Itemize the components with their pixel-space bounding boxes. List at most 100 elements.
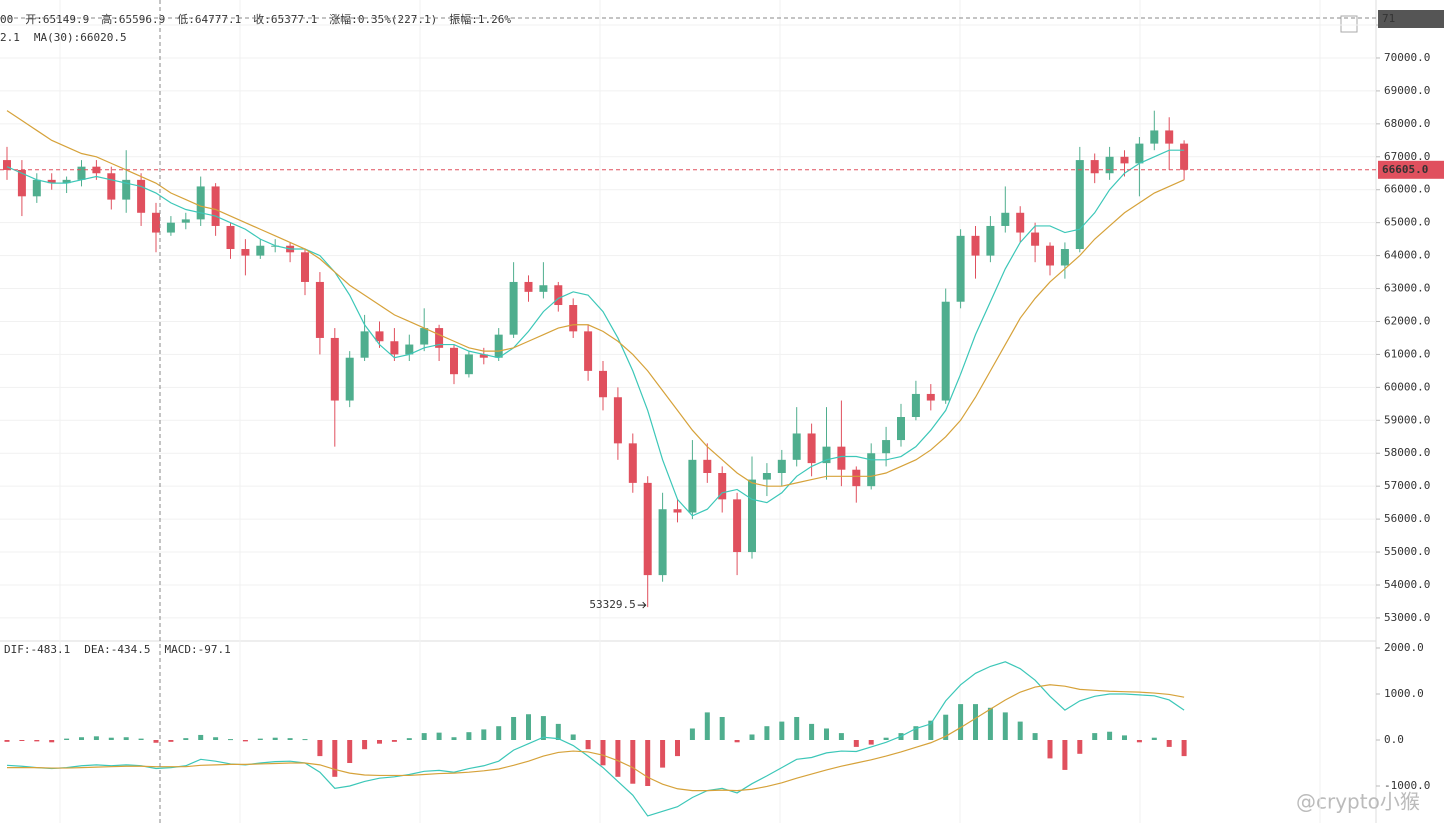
candle-body <box>1090 160 1099 174</box>
candle-body <box>62 179 71 184</box>
candle-body <box>420 328 429 345</box>
macd-bar <box>943 714 949 740</box>
header-value: 65149.9 <box>43 13 89 26</box>
legend-entry: DEA:-434.5 <box>84 643 150 656</box>
candle-body <box>941 301 950 401</box>
candle-body <box>1180 143 1189 170</box>
candle-body <box>882 440 891 454</box>
macd-bar <box>1032 733 1038 740</box>
macd-bar <box>19 739 25 741</box>
candle-body <box>1016 212 1025 233</box>
candle-body <box>360 331 369 358</box>
legend-entry: MACD:-97.1 <box>164 643 230 656</box>
macd-bar <box>108 737 114 740</box>
header-value: 1.26% <box>478 13 511 26</box>
candle-body <box>181 219 190 223</box>
header-label: 收: <box>253 12 271 26</box>
y-tick-label: 62000.0 <box>1384 314 1430 327</box>
candle-body <box>152 212 160 233</box>
macd-bar <box>928 720 934 740</box>
macd-bar <box>1077 739 1083 754</box>
macd-bar <box>228 739 233 741</box>
candle-body <box>926 393 935 401</box>
candle-body <box>315 281 324 338</box>
macd-bar <box>689 728 695 740</box>
macd-bar <box>526 714 531 740</box>
header-value: 65377.1 <box>271 13 317 26</box>
header-value: 65596.9 <box>119 13 165 26</box>
macd-bar <box>704 712 710 740</box>
header-label: 开: <box>25 13 43 26</box>
macd-bar <box>391 739 397 742</box>
candle-body <box>256 245 265 256</box>
y-tick-label: 0.0 <box>1384 733 1404 746</box>
y-tick-label: 2000.0 <box>1384 641 1424 654</box>
macd-bar <box>883 737 889 740</box>
y-tick-label: 67000.0 <box>1384 150 1430 163</box>
line-series <box>6 110 1185 487</box>
macd-bar <box>1002 712 1008 740</box>
candle-body <box>375 331 384 342</box>
macd-bar <box>1092 733 1098 740</box>
candle-body <box>569 305 578 332</box>
candle-body <box>330 337 339 401</box>
macd-bar <box>272 737 278 740</box>
y-tick-label: 61000.0 <box>1384 347 1430 360</box>
candle-body <box>688 459 697 513</box>
line-series <box>6 149 1185 517</box>
y-tick-label: 59000.0 <box>1384 413 1430 426</box>
expand-icon[interactable] <box>1340 15 1358 33</box>
y-tick-label: 1000.0 <box>1384 687 1424 700</box>
macd-bar <box>1122 735 1127 740</box>
macd-bar <box>794 716 800 740</box>
macd-bar <box>719 716 725 740</box>
y-tick-label: 64000.0 <box>1384 249 1430 262</box>
macd-bar <box>332 739 338 777</box>
candle-body <box>748 479 756 553</box>
candle-body <box>733 499 742 553</box>
candle-body <box>1105 156 1114 174</box>
y-tick-label: 53000.0 <box>1384 611 1430 624</box>
min-annotation: 53329.5 <box>589 598 635 611</box>
candle-body <box>911 393 920 418</box>
macd-bar <box>183 738 189 740</box>
candle-body <box>122 179 131 200</box>
candle-body <box>3 160 11 170</box>
macd-bar <box>555 723 561 740</box>
macd-bar <box>34 739 40 742</box>
candle-body <box>1165 130 1174 144</box>
candle-body <box>345 357 354 401</box>
macd-bar <box>123 737 129 740</box>
candle-body <box>822 446 831 464</box>
y-tick-label: 60000.0 <box>1384 380 1430 393</box>
macd-bar <box>913 726 919 740</box>
candle-body <box>658 509 667 576</box>
candle-body <box>211 186 220 226</box>
macd-bar <box>749 734 755 740</box>
candle-body <box>450 347 458 375</box>
macd-bar <box>377 739 382 744</box>
candle-body <box>807 433 816 464</box>
macd-bar <box>973 704 978 740</box>
macd-bar <box>630 739 636 784</box>
candle-body <box>464 354 473 375</box>
y-tick-label: 63000.0 <box>1384 282 1430 295</box>
macd-bar <box>585 739 591 750</box>
crosshair-tag <box>1378 10 1444 28</box>
candle-body <box>1001 212 1010 226</box>
candle-body <box>1150 130 1159 144</box>
macd-bar <box>496 726 502 740</box>
candle-body <box>166 222 175 233</box>
header-label: 00 <box>0 13 13 26</box>
macd-bar <box>1107 731 1113 740</box>
macd-bar <box>1166 739 1172 747</box>
candle-body <box>1060 249 1069 266</box>
macd-bar <box>213 737 219 740</box>
macd-bar <box>198 734 204 740</box>
header-value: 64777.1 <box>195 13 241 26</box>
candle-body <box>435 328 444 348</box>
y-tick-label: 68000.0 <box>1384 117 1430 130</box>
candle-body <box>554 285 563 306</box>
crosshair-tag-label: 71 <box>1382 12 1395 25</box>
